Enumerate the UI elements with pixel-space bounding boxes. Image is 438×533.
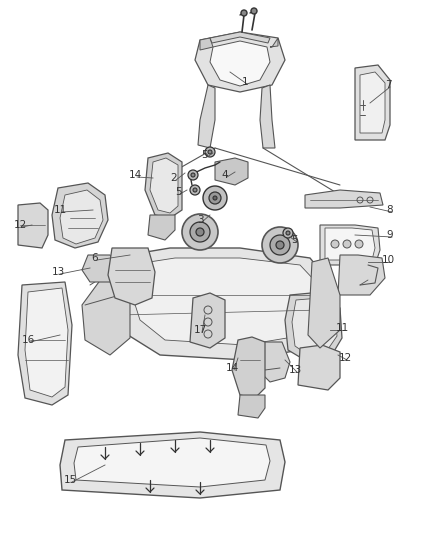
- Circle shape: [182, 214, 218, 250]
- Polygon shape: [308, 258, 340, 348]
- Text: 5: 5: [292, 235, 298, 245]
- Polygon shape: [74, 438, 270, 487]
- Text: 2: 2: [171, 173, 177, 183]
- Polygon shape: [18, 203, 48, 248]
- Text: 14: 14: [128, 170, 141, 180]
- Text: 5: 5: [201, 150, 208, 160]
- Text: 3: 3: [197, 215, 203, 225]
- Polygon shape: [292, 298, 337, 355]
- Circle shape: [286, 231, 290, 235]
- Text: 17: 17: [193, 325, 207, 335]
- Text: 13: 13: [288, 365, 302, 375]
- Circle shape: [241, 10, 247, 16]
- Circle shape: [213, 196, 217, 200]
- Text: 1: 1: [242, 77, 248, 87]
- Polygon shape: [195, 32, 285, 92]
- Circle shape: [343, 240, 351, 248]
- Text: 11: 11: [336, 323, 349, 333]
- Text: 14: 14: [226, 363, 239, 373]
- Polygon shape: [198, 85, 215, 148]
- Polygon shape: [355, 65, 390, 140]
- Circle shape: [251, 8, 257, 14]
- Text: 9: 9: [387, 230, 393, 240]
- Text: 4: 4: [222, 170, 228, 180]
- Polygon shape: [210, 41, 270, 86]
- Polygon shape: [150, 158, 178, 213]
- Polygon shape: [82, 255, 118, 282]
- Text: 10: 10: [381, 255, 395, 265]
- Polygon shape: [238, 395, 265, 418]
- Polygon shape: [305, 190, 383, 208]
- Polygon shape: [325, 228, 375, 260]
- Polygon shape: [258, 342, 290, 382]
- Polygon shape: [210, 32, 270, 43]
- Polygon shape: [148, 215, 175, 240]
- Circle shape: [262, 227, 298, 263]
- Polygon shape: [360, 72, 385, 133]
- Polygon shape: [338, 255, 385, 295]
- Polygon shape: [52, 183, 108, 248]
- Text: 13: 13: [51, 267, 65, 277]
- Polygon shape: [320, 225, 380, 265]
- Circle shape: [270, 235, 290, 255]
- Polygon shape: [260, 85, 275, 148]
- Polygon shape: [60, 432, 285, 498]
- Text: 12: 12: [339, 353, 352, 363]
- Text: 15: 15: [64, 475, 77, 485]
- Polygon shape: [108, 248, 155, 305]
- Polygon shape: [298, 345, 340, 390]
- Text: 11: 11: [53, 205, 67, 215]
- Polygon shape: [232, 337, 265, 398]
- Circle shape: [209, 192, 221, 204]
- Circle shape: [193, 188, 197, 192]
- Text: 8: 8: [387, 205, 393, 215]
- Circle shape: [191, 173, 195, 177]
- Polygon shape: [25, 288, 68, 397]
- Text: 16: 16: [21, 335, 35, 345]
- Circle shape: [196, 228, 204, 236]
- Text: 7: 7: [385, 80, 391, 90]
- Polygon shape: [190, 293, 225, 348]
- Circle shape: [205, 147, 215, 157]
- Circle shape: [331, 240, 339, 248]
- Polygon shape: [145, 153, 182, 218]
- Polygon shape: [60, 190, 103, 244]
- Circle shape: [355, 240, 363, 248]
- Circle shape: [203, 186, 227, 210]
- Circle shape: [208, 150, 212, 154]
- Polygon shape: [200, 38, 213, 50]
- Text: 5: 5: [175, 187, 181, 197]
- Polygon shape: [270, 38, 278, 47]
- Circle shape: [190, 185, 200, 195]
- Polygon shape: [285, 292, 342, 362]
- Polygon shape: [82, 260, 130, 355]
- Circle shape: [276, 241, 284, 249]
- Polygon shape: [110, 248, 330, 360]
- Circle shape: [283, 228, 293, 238]
- Circle shape: [188, 170, 198, 180]
- Polygon shape: [215, 158, 248, 185]
- Polygon shape: [130, 258, 318, 345]
- Text: 6: 6: [92, 253, 98, 263]
- Polygon shape: [18, 282, 72, 405]
- Text: 12: 12: [14, 220, 27, 230]
- Circle shape: [190, 222, 210, 242]
